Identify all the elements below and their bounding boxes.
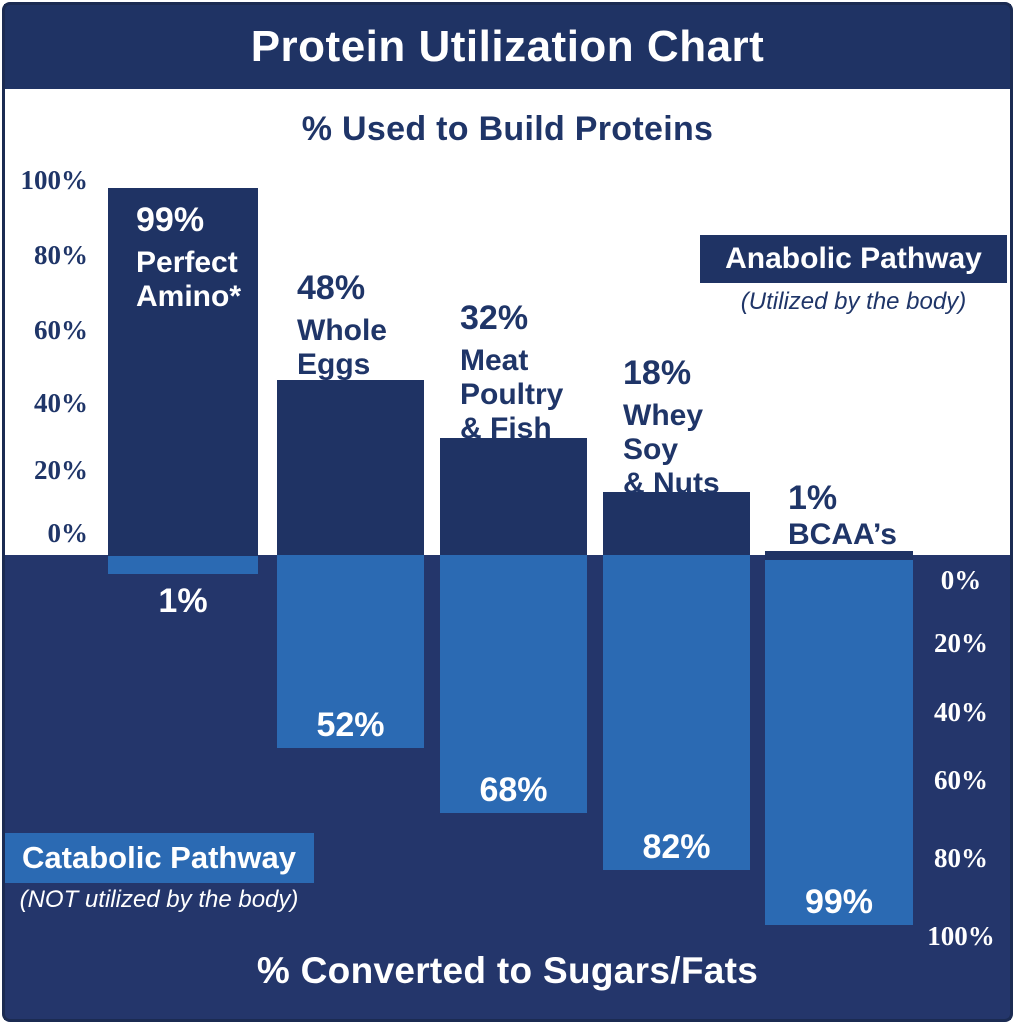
- bar-name-label: Perfect: [136, 246, 238, 279]
- bar-value-label: 48%: [297, 269, 366, 307]
- right-axis-tick: 80%: [934, 843, 988, 873]
- catabolic-value-label: 1%: [158, 582, 208, 620]
- bar-name-label: Soy: [623, 433, 679, 466]
- bar-label: 18% Whey Soy & Nuts: [623, 353, 720, 501]
- catabolic-bar: [765, 560, 913, 925]
- catabolic-bar: [277, 555, 424, 748]
- bar-name-label: Poultry: [460, 378, 564, 411]
- left-axis-tick: 100%: [20, 165, 89, 195]
- catabolic-value-label: 82%: [642, 828, 711, 866]
- right-axis-tick: 60%: [934, 765, 988, 795]
- catabolic-pathway-note: (NOT utilized by the body): [19, 886, 299, 913]
- anabolic-bar: [277, 380, 424, 555]
- right-axis-tick: 100%: [927, 921, 995, 951]
- bar-name-label: Whey: [623, 399, 704, 432]
- right-axis-tick: 20%: [934, 628, 988, 658]
- bar-name-label: Whole: [297, 314, 387, 347]
- anabolic-bar: [108, 188, 258, 556]
- chart-title: Protein Utilization Chart: [250, 22, 765, 71]
- catabolic-value-label: 68%: [479, 771, 548, 809]
- catabolic-pathway-legend: Catabolic Pathway: [4, 833, 314, 883]
- bar-name-label: Amino*: [136, 280, 241, 313]
- catabolic-value-label: 99%: [804, 883, 874, 921]
- catabolic-value-label: 52%: [316, 706, 385, 744]
- left-axis-tick: 0%: [47, 518, 89, 548]
- bar-label: 1% BCAA’s: [788, 478, 897, 552]
- left-axis-tick: 40%: [34, 388, 88, 418]
- lower-section-title: % Converted to Sugars/Fats: [256, 950, 759, 991]
- bar-label: 32% Meat Poultry & Fish: [460, 298, 563, 446]
- bar-name-label: Eggs: [297, 348, 371, 381]
- upper-section-title: % Used to Build Proteins: [301, 110, 714, 148]
- anabolic-bar: [603, 492, 750, 555]
- bar-name-label: Meat: [460, 344, 529, 377]
- bar-name-label: & Fish: [460, 412, 552, 445]
- anabolic-pathway-note: (Utilized by the body): [740, 288, 967, 315]
- right-axis-tick: 40%: [934, 697, 988, 727]
- anabolic-bar: [440, 438, 587, 555]
- catabolic-bar: [108, 556, 258, 574]
- anabolic-pathway-legend: Anabolic Pathway: [700, 235, 1007, 283]
- bar-name-label: BCAA’s: [788, 518, 897, 551]
- left-axis-tick: 60%: [34, 315, 88, 345]
- bar-value-label: 18%: [623, 354, 692, 392]
- left-axis-tick: 80%: [34, 240, 88, 270]
- bar-label: 48% Whole Eggs: [297, 268, 387, 382]
- left-axis-tick: 20%: [34, 455, 88, 485]
- bar-name-label: & Nuts: [623, 467, 720, 500]
- bar-value-label: 32%: [460, 299, 529, 337]
- catabolic-bar: [603, 555, 750, 870]
- bar-value-label: 1%: [788, 479, 838, 517]
- bar-value-label: 99%: [136, 201, 205, 239]
- right-axis-tick: 0%: [940, 565, 982, 595]
- bar-label: 99% Perfect Amino*: [136, 200, 241, 314]
- catabolic-bar: [440, 555, 587, 813]
- anabolic-bar: [765, 551, 913, 560]
- header: Protein Utilization Chart: [4, 4, 1011, 89]
